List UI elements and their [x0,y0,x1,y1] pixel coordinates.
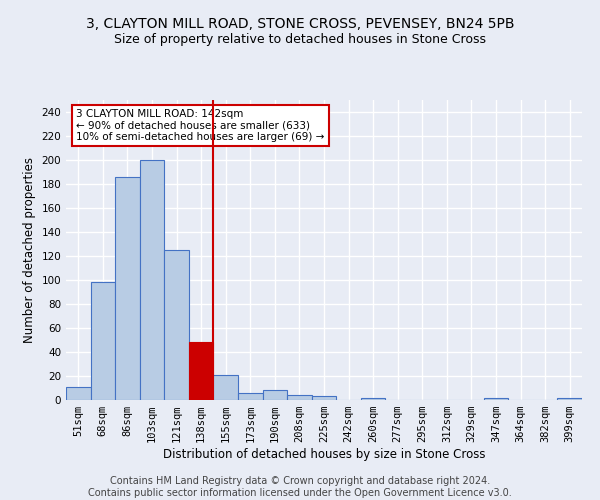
Bar [189,342,214,400]
Bar [484,398,508,400]
Text: Contains HM Land Registry data © Crown copyright and database right 2024.
Contai: Contains HM Land Registry data © Crown c… [88,476,512,498]
Bar [66,387,91,400]
Text: Size of property relative to detached houses in Stone Cross: Size of property relative to detached ho… [114,32,486,46]
Text: 3 CLAYTON MILL ROAD: 142sqm
← 90% of detached houses are smaller (633)
10% of se: 3 CLAYTON MILL ROAD: 142sqm ← 90% of det… [76,109,325,142]
Y-axis label: Number of detached properties: Number of detached properties [23,157,36,343]
Bar [287,395,312,400]
Bar [238,393,263,400]
Bar [214,375,238,400]
X-axis label: Distribution of detached houses by size in Stone Cross: Distribution of detached houses by size … [163,448,485,461]
Bar [263,390,287,400]
Bar [312,396,336,400]
Bar [140,160,164,400]
Bar [361,398,385,400]
Text: 3, CLAYTON MILL ROAD, STONE CROSS, PEVENSEY, BN24 5PB: 3, CLAYTON MILL ROAD, STONE CROSS, PEVEN… [86,18,514,32]
Bar [115,177,140,400]
Bar [91,282,115,400]
Bar [557,398,582,400]
Bar [164,250,189,400]
